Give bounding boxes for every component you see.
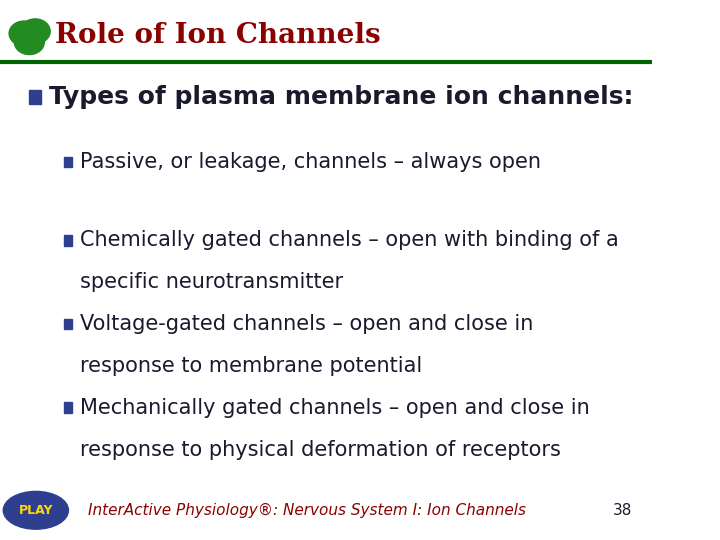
Text: PLAY: PLAY <box>19 504 53 517</box>
Text: response to membrane potential: response to membrane potential <box>79 356 422 376</box>
Text: 38: 38 <box>613 503 632 518</box>
Text: Passive, or leakage, channels – always open: Passive, or leakage, channels – always o… <box>79 152 541 172</box>
FancyBboxPatch shape <box>30 90 41 104</box>
Text: Types of plasma membrane ion channels:: Types of plasma membrane ion channels: <box>49 85 634 109</box>
Text: Mechanically gated channels – open and close in: Mechanically gated channels – open and c… <box>79 397 589 418</box>
Text: specific neurotransmitter: specific neurotransmitter <box>79 272 343 293</box>
Ellipse shape <box>4 491 68 529</box>
Circle shape <box>9 21 39 46</box>
Text: Voltage-gated channels – open and close in: Voltage-gated channels – open and close … <box>79 314 533 334</box>
Text: Chemically gated channels – open with binding of a: Chemically gated channels – open with bi… <box>79 230 618 251</box>
Text: InterActive Physiology®: Nervous System I: Ion Channels: InterActive Physiology®: Nervous System … <box>88 503 526 518</box>
FancyBboxPatch shape <box>64 235 72 246</box>
Text: Role of Ion Channels: Role of Ion Channels <box>55 22 381 49</box>
FancyBboxPatch shape <box>64 319 72 329</box>
Circle shape <box>14 30 45 55</box>
FancyBboxPatch shape <box>64 157 72 167</box>
FancyBboxPatch shape <box>64 402 72 413</box>
Text: response to physical deformation of receptors: response to physical deformation of rece… <box>79 440 560 460</box>
Circle shape <box>20 19 50 44</box>
